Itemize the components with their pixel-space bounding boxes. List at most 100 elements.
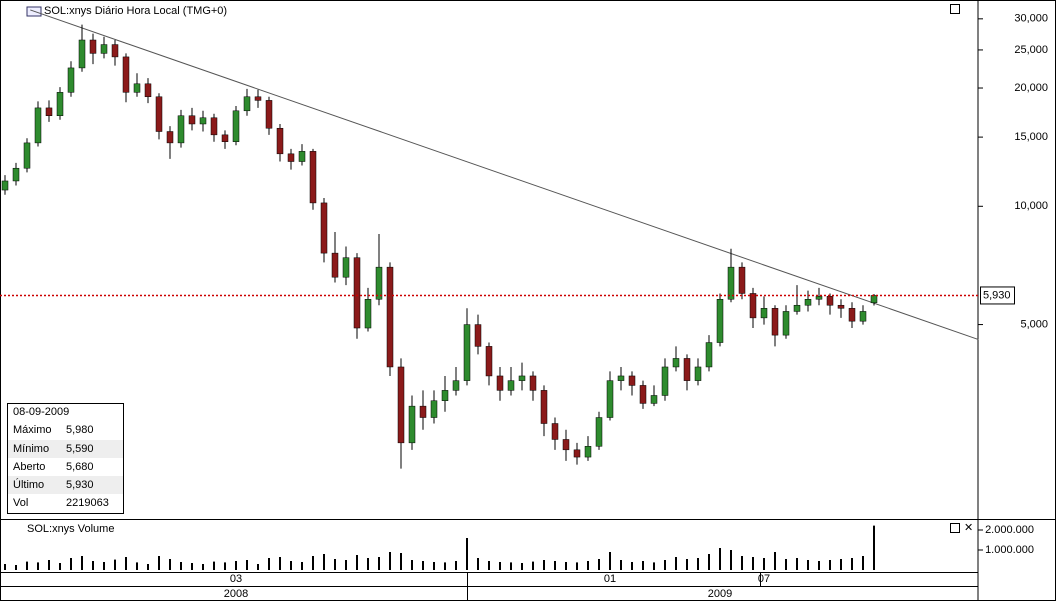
candle-body xyxy=(496,375,504,391)
volume-bar xyxy=(653,562,655,570)
info-value: 5,980 xyxy=(66,424,94,436)
candle-body xyxy=(166,131,174,144)
candle-body xyxy=(78,39,86,69)
candle-body xyxy=(364,298,372,329)
volume-bar xyxy=(378,557,380,570)
volume-bar xyxy=(301,562,303,570)
candle-body xyxy=(738,266,746,294)
candle-body xyxy=(518,375,526,381)
volume-bar xyxy=(422,561,424,570)
candle-body xyxy=(452,380,460,391)
volume-bar xyxy=(532,561,534,570)
volume-bar xyxy=(521,563,523,570)
candle-body xyxy=(353,257,361,329)
volume-bar xyxy=(224,562,226,570)
candle-body xyxy=(430,400,438,418)
maximize-button[interactable] xyxy=(950,523,960,533)
info-label: Aberto xyxy=(13,461,45,473)
volume-bar xyxy=(400,553,402,570)
volume-bar xyxy=(686,559,688,570)
candle-body xyxy=(859,311,867,322)
candle-body xyxy=(210,117,218,136)
candle-body xyxy=(12,167,20,182)
volume-bar xyxy=(312,556,314,570)
volume-bar xyxy=(180,562,182,570)
candle-body xyxy=(683,358,691,381)
candle-body xyxy=(67,67,75,93)
candle-body xyxy=(848,308,856,322)
volume-bar xyxy=(543,560,545,570)
volume-bar xyxy=(81,556,83,570)
info-value: 5,680 xyxy=(66,461,94,473)
candle-body xyxy=(177,115,185,144)
volume-bar xyxy=(598,559,600,570)
info-value: 2219063 xyxy=(66,497,109,509)
volume-bar xyxy=(268,558,270,570)
candle-body xyxy=(23,142,31,169)
volume-bar xyxy=(741,556,743,570)
candle-body xyxy=(320,202,328,254)
volume-bar xyxy=(15,565,17,570)
candle-body xyxy=(485,346,493,377)
volume-bar xyxy=(345,560,347,570)
volume-bar xyxy=(26,561,28,570)
candle-body xyxy=(89,39,97,54)
candle-body xyxy=(122,56,130,93)
volume-bar xyxy=(257,564,259,570)
candle-body xyxy=(408,405,416,444)
candle-body xyxy=(375,266,383,300)
candle-body xyxy=(144,83,152,98)
volume-bar xyxy=(697,558,699,570)
candle-body xyxy=(133,83,141,93)
candle-body xyxy=(298,151,306,162)
candle-body xyxy=(628,375,636,386)
volume-bar xyxy=(92,561,94,570)
volume-bar xyxy=(125,557,127,570)
candle-body xyxy=(716,298,724,343)
candle-body xyxy=(386,266,394,368)
volume-bar xyxy=(455,561,457,570)
close-button[interactable]: ✕ xyxy=(964,522,973,534)
candle-body xyxy=(100,44,108,54)
x-tick-label: 03 xyxy=(230,573,242,585)
y-tick-label: 10,000 xyxy=(1014,200,1048,212)
volume-bar xyxy=(620,560,622,570)
volume-bar xyxy=(4,564,6,570)
volume-bar xyxy=(48,560,50,570)
candle-body xyxy=(309,151,317,204)
volume-bar xyxy=(279,557,281,570)
candle-body xyxy=(661,366,669,396)
candle-body xyxy=(804,298,812,306)
y-tick-label: 30,000 xyxy=(1014,13,1048,25)
volume-bar xyxy=(444,562,446,570)
volume-bar xyxy=(202,564,204,570)
volume-bar xyxy=(213,561,215,570)
volume-bar xyxy=(796,558,798,570)
volume-bar xyxy=(290,561,292,570)
candle-body xyxy=(529,375,537,391)
info-label: Máximo xyxy=(13,424,52,436)
volume-bar xyxy=(466,538,468,570)
y-tick-label: 25,000 xyxy=(1014,44,1048,56)
volume-bar xyxy=(59,563,61,570)
year-label: 2008 xyxy=(224,588,248,600)
volume-bar xyxy=(752,557,754,570)
candle-body xyxy=(331,252,339,278)
row-shade xyxy=(8,440,123,458)
volume-bar xyxy=(411,560,413,570)
volume-bar xyxy=(730,550,732,570)
candle-body xyxy=(463,324,471,381)
candle-body xyxy=(441,390,449,401)
volume-bar xyxy=(103,562,105,570)
volume-bar xyxy=(785,559,787,570)
candle-body xyxy=(254,96,262,101)
x-tick-label: 01 xyxy=(604,573,616,585)
candle-body xyxy=(342,257,350,278)
chart-title[interactable]: SOL:xnys Diário Hora Local (TMG+0) xyxy=(44,5,227,17)
volume-bar xyxy=(334,559,336,570)
volume-bar xyxy=(609,552,611,570)
maximize-button[interactable] xyxy=(950,4,960,14)
info-box-frame xyxy=(7,403,124,514)
candle-body xyxy=(760,308,768,319)
